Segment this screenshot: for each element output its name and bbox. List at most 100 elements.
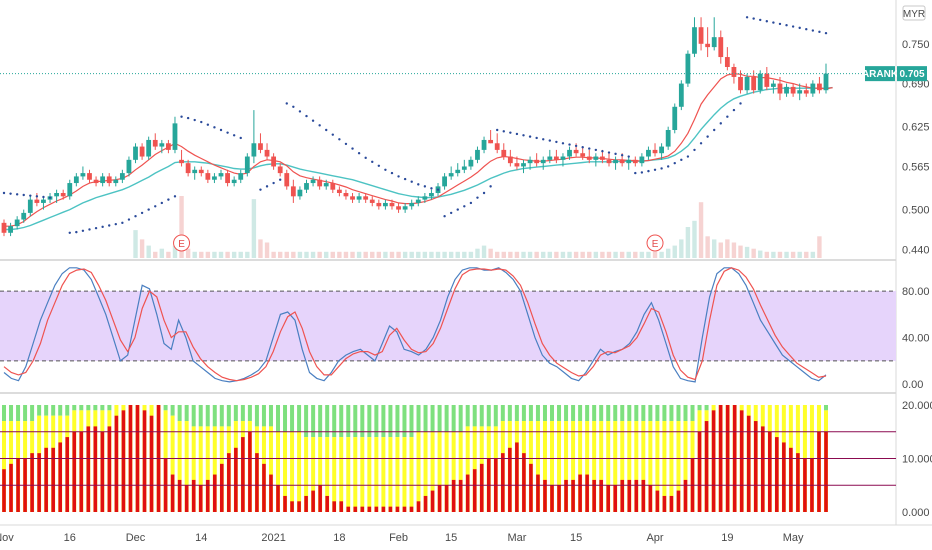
candle[interactable]: [330, 183, 336, 190]
hist-red-bar[interactable]: [219, 463, 224, 512]
candle[interactable]: [803, 90, 809, 94]
hist-red-bar[interactable]: [170, 474, 175, 512]
candle[interactable]: [547, 156, 553, 160]
candle[interactable]: [810, 83, 816, 94]
candle[interactable]: [481, 139, 487, 150]
hist-red-bar[interactable]: [515, 442, 519, 512]
candle[interactable]: [356, 196, 362, 200]
candle[interactable]: [251, 143, 257, 157]
candle[interactable]: [422, 196, 428, 200]
candle[interactable]: [323, 183, 329, 187]
hist-red-bar[interactable]: [318, 485, 322, 512]
candle[interactable]: [790, 86, 796, 94]
candle[interactable]: [369, 199, 375, 203]
candle[interactable]: [685, 53, 691, 84]
candle[interactable]: [494, 143, 500, 150]
earnings-marker[interactable]: E: [646, 234, 664, 252]
hist-red-bar[interactable]: [205, 479, 210, 512]
hist-red-bar[interactable]: [346, 506, 351, 512]
hist-red-bar[interactable]: [676, 490, 681, 512]
candle[interactable]: [646, 149, 651, 157]
candle[interactable]: [100, 176, 106, 184]
hist-red-bar[interactable]: [311, 490, 315, 512]
hist-red-bar[interactable]: [430, 490, 435, 512]
candle[interactable]: [73, 176, 79, 184]
candle[interactable]: [336, 189, 342, 193]
candle[interactable]: [402, 206, 408, 210]
candle[interactable]: [218, 173, 224, 177]
hist-red-bar[interactable]: [458, 479, 463, 512]
candle[interactable]: [21, 212, 27, 220]
hist-red-bar[interactable]: [606, 485, 611, 512]
hist-red-bar[interactable]: [402, 506, 407, 512]
hist-red-bar[interactable]: [374, 506, 379, 512]
candle[interactable]: [192, 169, 198, 174]
hist-red-bar[interactable]: [332, 501, 337, 512]
candle[interactable]: [87, 173, 92, 180]
hist-red-bar[interactable]: [388, 506, 393, 512]
candle[interactable]: [586, 156, 592, 160]
hist-red-bar[interactable]: [86, 426, 91, 512]
candle[interactable]: [527, 159, 533, 164]
candle[interactable]: [179, 159, 184, 164]
hist-red-bar[interactable]: [817, 431, 821, 512]
hist-red-bar[interactable]: [58, 442, 63, 512]
hist-red-bar[interactable]: [297, 501, 301, 512]
candle[interactable]: [770, 83, 776, 87]
hist-red-bar[interactable]: [37, 453, 41, 512]
candle[interactable]: [613, 159, 618, 164]
candle[interactable]: [34, 199, 40, 203]
candle[interactable]: [823, 73, 829, 91]
candle[interactable]: [244, 156, 250, 174]
hist-red-bar[interactable]: [290, 501, 294, 512]
candle[interactable]: [488, 139, 494, 144]
hist-red-bar[interactable]: [241, 437, 245, 512]
hist-red-bar[interactable]: [775, 437, 779, 512]
candle[interactable]: [534, 159, 540, 164]
candle[interactable]: [41, 199, 46, 203]
candle[interactable]: [468, 159, 474, 167]
candle[interactable]: [8, 226, 13, 233]
candle[interactable]: [573, 149, 579, 154]
candle[interactable]: [350, 196, 355, 200]
hist-red-bar[interactable]: [114, 415, 119, 512]
hist-red-bar[interactable]: [669, 495, 674, 512]
candle[interactable]: [731, 67, 737, 77]
candle[interactable]: [711, 37, 717, 48]
candle[interactable]: [507, 156, 513, 164]
hist-red-bar[interactable]: [543, 479, 547, 512]
candle[interactable]: [297, 189, 303, 197]
candle[interactable]: [553, 156, 559, 160]
hist-red-bar[interactable]: [121, 410, 126, 512]
hist-red-bar[interactable]: [634, 479, 639, 512]
hist-red-bar[interactable]: [697, 431, 702, 512]
candle[interactable]: [27, 199, 33, 213]
candle[interactable]: [678, 83, 684, 107]
candle[interactable]: [67, 183, 73, 197]
hist-red-bar[interactable]: [304, 495, 308, 512]
candle[interactable]: [757, 73, 763, 91]
candle[interactable]: [212, 176, 217, 180]
hist-red-bar[interactable]: [65, 437, 70, 512]
candle[interactable]: [277, 166, 283, 174]
earnings-marker[interactable]: E: [173, 234, 191, 252]
candle[interactable]: [290, 186, 296, 197]
candle[interactable]: [159, 143, 165, 147]
hist-red-bar[interactable]: [30, 453, 34, 512]
candle[interactable]: [383, 202, 388, 207]
hist-red-bar[interactable]: [571, 479, 575, 512]
candle[interactable]: [310, 179, 316, 184]
candle[interactable]: [389, 202, 395, 207]
hist-red-bar[interactable]: [212, 474, 217, 512]
candle[interactable]: [698, 27, 704, 44]
candle[interactable]: [172, 123, 178, 150]
candle[interactable]: [396, 206, 401, 210]
currency-box[interactable]: [902, 5, 926, 21]
hist-red-bar[interactable]: [782, 442, 786, 512]
hist-red-bar[interactable]: [198, 485, 203, 512]
hist-red-bar[interactable]: [395, 506, 400, 512]
hist-red-bar[interactable]: [711, 410, 716, 512]
hist-red-bar[interactable]: [796, 453, 800, 512]
hist-red-bar[interactable]: [367, 506, 372, 512]
